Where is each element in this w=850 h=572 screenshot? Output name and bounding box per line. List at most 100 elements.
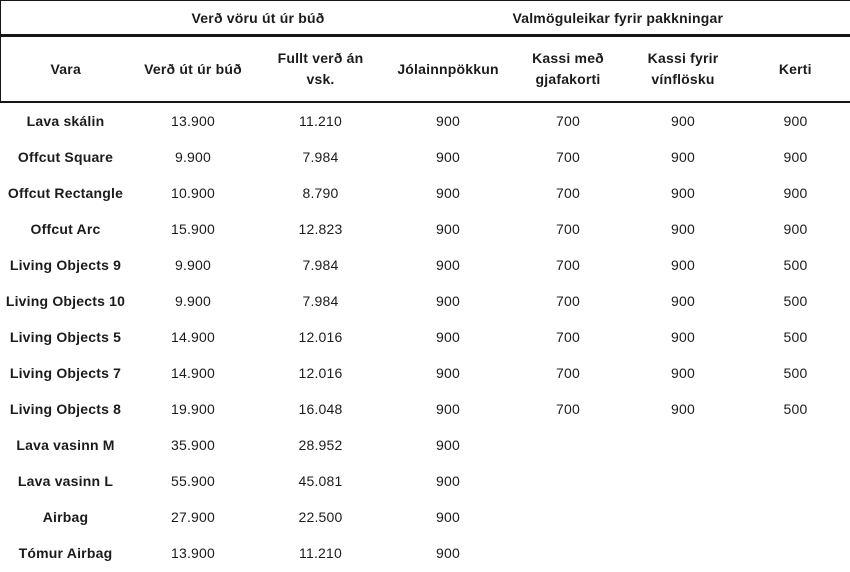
cell-candle [741,463,850,499]
cell-gift-wrap: 900 [436,437,460,453]
cell-product-name: Lava skálin [26,113,105,129]
table-row: Living Objects 10 9.900 7.984 900 700 90… [1,283,850,319]
cell-wine-box: 900 [671,113,695,129]
cell-price-ex-vat: 8.790 [302,185,339,201]
cell-gift-wrap: 900 [436,257,460,273]
cell-giftcard-box: 700 [556,185,580,201]
cell-price: 15.900 [170,221,216,237]
cell-candle: 500 [783,365,808,381]
cell-giftcard-box: 700 [556,221,580,237]
table-row: Lava skálin 13.900 11.210 900 700 900 90… [1,102,850,139]
cell-wine-box: 900 [671,365,695,381]
cell-giftcard-box [511,463,626,499]
table-row: Living Objects 9 9.900 7.984 900 700 900… [1,247,850,283]
cell-wine-box: 900 [671,257,695,273]
column-header-row: Vara Verð út úr búð Fullt verð án vsk. J… [0,35,850,103]
cell-product-name: Offcut Square [17,149,114,165]
cell-product-name: Lava vasinn L [17,473,114,489]
cell-price-ex-vat: 7.984 [302,149,339,165]
table-row: Tómur Airbag 13.900 11.210 900 [1,535,850,571]
cell-price: 27.900 [170,509,216,525]
cell-price-ex-vat: 16.048 [298,401,343,417]
cell-giftcard-box: 700 [556,401,580,417]
cell-price-ex-vat: 12.016 [298,365,343,381]
table-row: Living Objects 8 19.900 16.048 900 700 9… [1,391,850,427]
column-header-verd-ut-ur-bud: Verð út úr búð [130,35,256,103]
cell-gift-wrap: 900 [436,329,460,345]
cell-giftcard-box: 700 [556,257,580,273]
cell-wine-box: 900 [671,329,695,345]
cell-product-name: Living Objects 10 [5,293,126,309]
cell-gift-wrap: 900 [436,509,460,525]
cell-wine-box [626,463,741,499]
cell-giftcard-box: 700 [556,293,580,309]
cell-price: 9.900 [174,257,212,273]
cell-candle: 500 [783,257,808,273]
cell-wine-box: 900 [671,149,695,165]
cell-candle: 900 [783,113,808,129]
cell-giftcard-box: 700 [556,149,580,165]
cell-price-ex-vat: 7.984 [302,293,339,309]
cell-candle: 500 [783,401,808,417]
cell-product-name: Airbag [42,509,89,525]
group-header-corner [0,0,131,37]
table-row: Lava vasinn M 35.900 28.952 900 [1,427,850,463]
cell-price: 9.900 [174,149,212,165]
cell-product-name: Living Objects 8 [9,401,122,417]
column-header-vara: Vara [0,35,131,103]
table-row: Offcut Rectangle 10.900 8.790 900 700 90… [1,175,850,211]
cell-gift-wrap: 900 [436,401,460,417]
cell-candle: 500 [783,329,808,345]
group-header-packaging-options: Valmöguleikar fyrir pakkningar [385,0,850,37]
cell-price: 14.900 [170,365,216,381]
cell-candle [741,499,850,535]
cell-candle: 900 [783,149,808,165]
cell-price: 10.900 [170,185,216,201]
cell-price: 13.900 [170,545,216,561]
cell-candle [741,535,850,571]
cell-wine-box: 900 [671,221,695,237]
cell-wine-box [626,427,741,463]
cell-price: 14.900 [170,329,216,345]
cell-price-ex-vat: 11.210 [299,113,342,129]
cell-product-name: Offcut Rectangle [7,185,124,201]
cell-gift-wrap: 900 [436,149,460,165]
cell-giftcard-box [511,427,626,463]
cell-candle: 900 [783,221,808,237]
cell-product-name: Tómur Airbag [18,545,113,561]
table-row: Airbag 27.900 22.500 900 [1,499,850,535]
cell-giftcard-box: 700 [556,365,580,381]
cell-price: 19.900 [170,401,216,417]
cell-price-ex-vat: 12.823 [298,221,343,237]
column-header-jolainnpokkun: Jólainnpökkun [385,35,511,103]
cell-price: 55.900 [170,473,216,489]
cell-gift-wrap: 900 [436,473,460,489]
cell-product-name: Offcut Arc [30,221,101,237]
table-row: Living Objects 7 14.900 12.016 900 700 9… [1,355,850,391]
cell-giftcard-box [511,499,626,535]
cell-price-ex-vat: 12.016 [298,329,343,345]
cell-giftcard-box: 700 [556,113,580,129]
cell-gift-wrap: 900 [436,221,460,237]
cell-price-ex-vat: 7.984 [302,257,339,273]
cell-gift-wrap: 900 [436,113,460,129]
cell-giftcard-box [511,535,626,571]
cell-wine-box: 900 [671,185,695,201]
cell-gift-wrap: 900 [436,365,460,381]
cell-price: 13.900 [170,113,216,129]
column-header-kerti: Kerti [740,35,850,103]
column-header-kassi-fyrir-vinflosku: Kassi fyrir vínflösku [625,35,741,103]
cell-price: 9.900 [174,293,212,309]
table-row: Offcut Arc 15.900 12.823 900 700 900 900 [1,211,850,247]
cell-price-ex-vat: 28.952 [298,437,343,453]
cell-giftcard-box: 700 [556,329,580,345]
group-header-retail-price: Verð vöru út úr búð [130,0,386,37]
cell-candle [741,427,850,463]
cell-candle: 900 [783,185,808,201]
cell-gift-wrap: 900 [436,545,460,561]
cell-candle: 500 [783,293,808,309]
table-row: Living Objects 5 14.900 12.016 900 700 9… [1,319,850,355]
cell-wine-box [626,535,741,571]
cell-wine-box: 900 [671,401,695,417]
